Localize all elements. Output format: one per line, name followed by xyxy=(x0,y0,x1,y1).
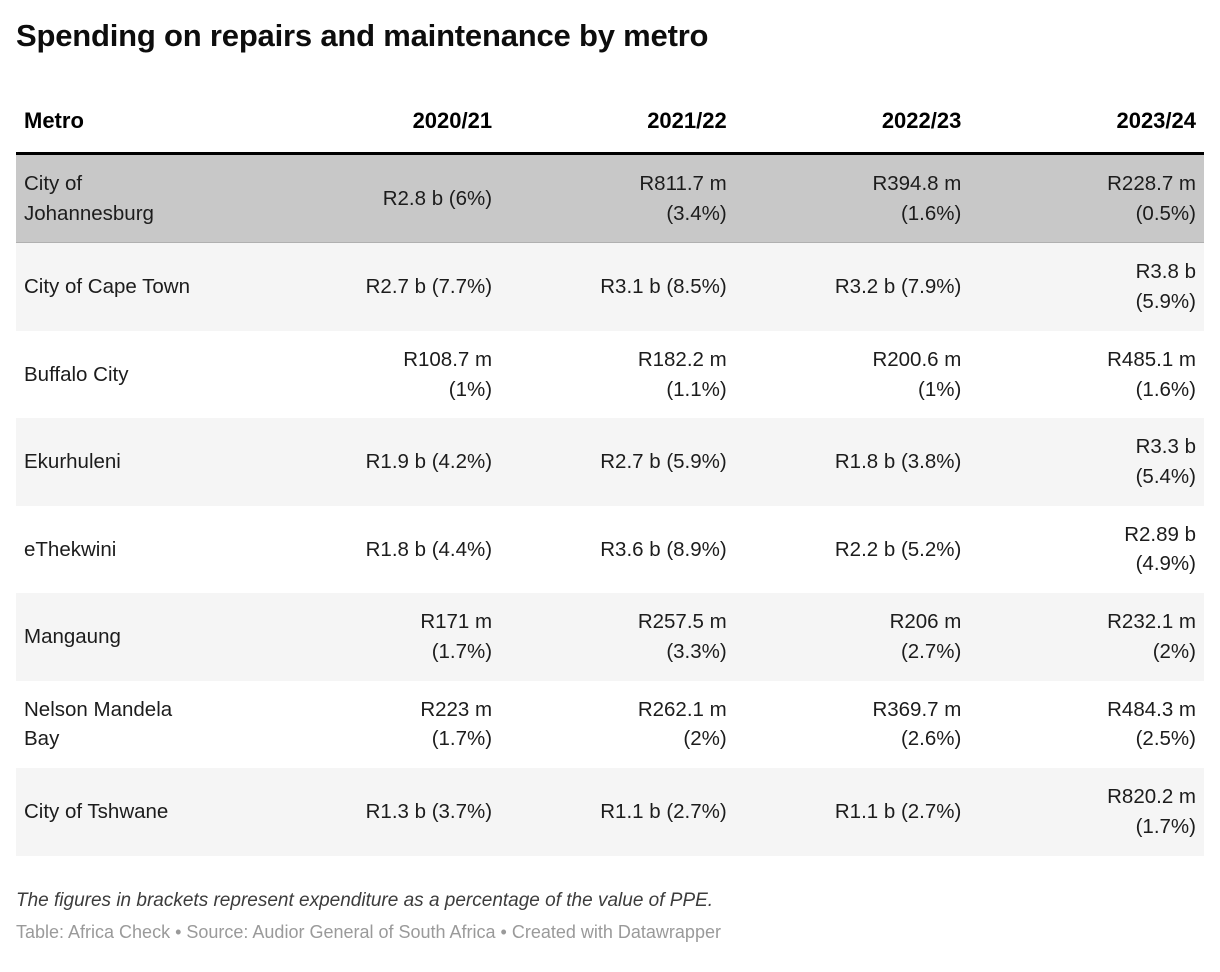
value-cell: R1.3 b (3.7%) xyxy=(365,799,493,823)
value-cell: R2.7 b (5.9%) xyxy=(600,450,727,474)
value-cell: R2.7 b (7.7%) xyxy=(365,275,493,299)
data-table: Metro 2020/21 2021/22 2022/23 2023/24 City o… xyxy=(16,96,1204,856)
value-cell: R1.1 b (2.7%) xyxy=(600,799,727,823)
metro-cell: City of Johannesburg xyxy=(24,172,154,225)
table-row: City of Cape Town R2.7 b (7.7%) R3.1 b (8.… xyxy=(16,242,1204,331)
column-header-year: 2020/21 xyxy=(265,96,501,155)
table-row: City of Tshwane R1.3 b (3.7%) R1.1 b (2.7%… xyxy=(16,768,1204,856)
value-cell: R171 m (1.7%) xyxy=(420,610,493,663)
value-cell: R2.89 b (4.9%) xyxy=(1124,522,1196,576)
metro-cell: Buffalo City xyxy=(24,362,129,386)
value-cell: R1.9 b (4.2%) xyxy=(365,450,493,474)
value-cell: R223 m (1.7%) xyxy=(420,697,493,751)
metro-cell: Ekurhuleni xyxy=(24,450,121,474)
value-cell: R394.8 m (1.6%) xyxy=(872,172,962,225)
value-cell: R3.1 b (8.5%) xyxy=(600,275,727,299)
value-cell: R108.7 m (1%) xyxy=(403,347,493,401)
column-header-metro: Metro xyxy=(16,96,266,155)
value-cell: R369.7 m (2.6%) xyxy=(872,697,962,751)
column-header-year: 2021/22 xyxy=(500,96,735,155)
value-cell: R182.2 m (1.1%) xyxy=(637,347,727,401)
table-body: City of Johannesburg R2.8 b (6%) R811.7 m … xyxy=(16,153,1204,856)
value-cell: R811.7 m (3.4%) xyxy=(639,172,727,225)
table-row: Buffalo City R108.7 m (1%) R182.2 m (1.1%)… xyxy=(16,331,1204,418)
footnote: The figures in brackets represent expend… xyxy=(16,889,714,911)
value-cell: R232.1 m (2%) xyxy=(1107,610,1196,663)
value-cell: R2.2 b (5.2%) xyxy=(834,537,962,561)
value-cell: R3.6 b (8.9%) xyxy=(600,537,727,561)
table-head: Metro 2020/21 2021/22 2022/23 2023/24 xyxy=(16,96,1204,155)
value-cell: R262.1 m (2%) xyxy=(637,697,727,751)
table-row: City of Johannesburg R2.8 b (6%) R811.7 m … xyxy=(16,153,1204,243)
table-row: Mangaung R171 m (1.7%) R257.5 m (3.3%) R206… xyxy=(16,593,1204,681)
value-cell: R1.8 b (4.4%) xyxy=(365,537,493,561)
table-row: Nelson Mandela Bay R223 m (1.7%) R262.1 m … xyxy=(16,681,1204,768)
value-cell: R3.2 b (7.9%) xyxy=(834,275,962,299)
attribution: Table: Africa Check • Source: Audior Gen… xyxy=(16,921,721,942)
value-cell: R1.8 b (3.8%) xyxy=(834,450,962,474)
page-title: Spending on repairs and maintenance by m… xyxy=(16,18,709,53)
metro-cell: eThekwini xyxy=(24,537,117,561)
value-cell: R2.8 b (6%) xyxy=(382,186,493,210)
column-header-year: 2023/24 xyxy=(969,96,1204,155)
value-cell: R228.7 m (0.5%) xyxy=(1107,172,1196,225)
table-row: Ekurhuleni R1.9 b (4.2%) R2.7 b (5.9%) R1.8… xyxy=(16,418,1204,506)
table-row: eThekwini R1.8 b (4.4%) R3.6 b (8.9%) R2.2 … xyxy=(16,506,1204,593)
header-row: Metro 2020/21 2021/22 2022/23 2023/24 xyxy=(16,96,1204,155)
value-cell: R820.2 m (1.7%) xyxy=(1107,785,1196,838)
column-header-year: 2022/23 xyxy=(734,96,970,155)
value-cell: R485.1 m (1.6%) xyxy=(1107,347,1196,401)
value-cell: R484.3 m (2.5%) xyxy=(1107,697,1196,751)
value-cell: R206 m (2.7%) xyxy=(889,610,962,663)
metro-cell: Mangaung xyxy=(24,625,121,649)
value-cell: R200.6 m (1%) xyxy=(872,347,962,401)
value-cell: R3.8 b (5.9%) xyxy=(1135,260,1196,314)
value-cell: R1.1 b (2.7%) xyxy=(834,799,962,823)
metro-cell: City of Tshwane xyxy=(24,799,169,823)
metro-cell: City of Cape Town xyxy=(24,275,190,299)
metro-cell: Nelson Mandela Bay xyxy=(24,697,173,751)
value-cell: R257.5 m (3.3%) xyxy=(637,610,727,663)
value-cell: R3.3 b (5.4%) xyxy=(1135,435,1196,489)
